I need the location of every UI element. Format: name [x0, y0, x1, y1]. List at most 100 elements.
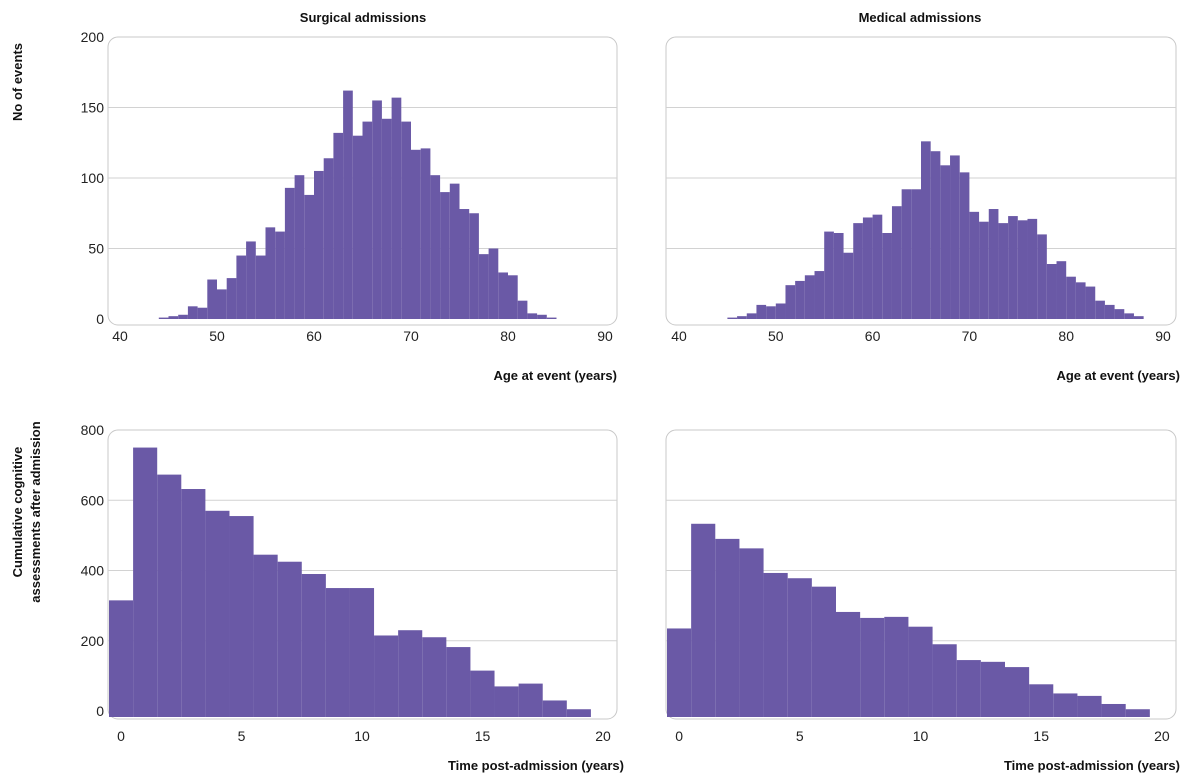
bar-surgical-age-6: [217, 289, 227, 319]
bar-surgical-age-2: [178, 314, 188, 319]
y-tick-label-50: 50: [88, 241, 104, 257]
y-ticks-surgical-time: 0 200 400 600 800: [81, 422, 105, 719]
y-tick-label-100: 100: [81, 170, 105, 186]
bar-medical-time-19: [1125, 709, 1150, 717]
bar-medical-age-12: [843, 252, 854, 319]
bar-surgical-age-39: [537, 314, 547, 319]
bar-medical-age-27: [988, 209, 999, 319]
x-tick-label-20: 20: [595, 728, 611, 744]
y-tick-label-150: 150: [81, 100, 105, 116]
bar-surgical-age-12: [275, 231, 285, 319]
x-tick-label-5: 5: [238, 728, 246, 744]
bar-medical-age-5: [775, 303, 786, 319]
bar-surgical-age-9: [246, 241, 256, 319]
bar-medical-age-2: [746, 313, 757, 319]
x-tick-label-50: 50: [209, 328, 225, 344]
x-tick-label-80: 80: [500, 328, 516, 344]
bar-surgical-age-3: [187, 306, 198, 319]
bar-medical-age-18: [901, 189, 912, 319]
x-ticks-medical-time: 0 5 10 15 20: [675, 728, 1170, 744]
bar-surgical-time-19: [566, 709, 591, 717]
bar-medical-age-22: [940, 165, 951, 319]
bar-medical-age-0: [727, 317, 738, 319]
bar-surgical-age-15: [304, 194, 314, 319]
bar-medical-age-29: [1008, 216, 1018, 319]
bar-medical-age-34: [1056, 261, 1067, 319]
row2-y-axis-label-line1: Cumulative cognitive: [10, 447, 25, 578]
bar-surgical-age-5: [207, 279, 217, 319]
bar-medical-time-8: [860, 617, 885, 717]
bar-medical-age-41: [1124, 313, 1134, 319]
x-tick-label-60: 60: [865, 328, 881, 344]
bar-surgical-age-11: [265, 227, 276, 319]
bar-medical-age-26: [979, 221, 989, 319]
bar-medical-age-31: [1027, 218, 1038, 319]
bar-medical-age-4: [766, 306, 776, 319]
bar-medical-time-16: [1053, 693, 1078, 717]
x-ticks-surgical-time: 0 5 10 15 20: [117, 728, 611, 744]
bar-surgical-age-33: [478, 254, 489, 319]
bar-surgical-time-6: [253, 554, 278, 717]
bar-medical-age-8: [804, 275, 815, 319]
bar-medical-age-6: [785, 285, 796, 319]
bars-surgical-time: [109, 447, 591, 717]
bar-medical-time-1: [691, 523, 716, 717]
bar-surgical-age-7: [226, 278, 237, 319]
bar-medical-age-21: [930, 151, 941, 319]
bar-medical-age-38: [1095, 300, 1105, 319]
x-tick-label-70: 70: [403, 328, 419, 344]
y-tick-label-400: 400: [81, 563, 105, 579]
bar-medical-age-42: [1133, 316, 1144, 319]
bars-medical-age: [727, 141, 1144, 319]
x-tick-label-90: 90: [1155, 328, 1171, 344]
bar-surgical-time-2: [157, 474, 182, 717]
bar-surgical-age-38: [527, 313, 538, 319]
bar-surgical-time-11: [374, 635, 399, 717]
bar-surgical-age-4: [197, 307, 208, 319]
bar-surgical-age-29: [440, 192, 450, 319]
bar-surgical-age-32: [469, 213, 479, 319]
bar-medical-age-28: [998, 223, 1009, 319]
bar-medical-age-13: [853, 223, 863, 319]
bar-surgical-time-1: [133, 447, 158, 717]
bar-surgical-time-5: [229, 516, 254, 717]
x-tick-label-5: 5: [796, 728, 804, 744]
bar-surgical-age-20: [352, 135, 363, 319]
x-tick-label-50: 50: [768, 328, 784, 344]
bar-surgical-time-4: [205, 510, 230, 717]
x-tick-label-70: 70: [962, 328, 978, 344]
bar-surgical-time-7: [277, 561, 302, 717]
x-tick-label-60: 60: [306, 328, 322, 344]
bar-medical-time-12: [956, 660, 981, 717]
bar-medical-age-14: [862, 217, 873, 319]
bar-surgical-age-25: [401, 121, 411, 319]
bar-surgical-time-10: [349, 588, 375, 717]
panel-title-medical: Medical admissions: [859, 10, 982, 25]
bar-medical-time-13: [980, 661, 1005, 717]
bar-surgical-age-14: [294, 175, 305, 319]
bar-surgical-age-40: [546, 317, 557, 319]
row1-y-axis-label: No of events: [10, 43, 25, 121]
bar-medical-age-37: [1085, 286, 1096, 319]
bar-surgical-time-9: [325, 588, 350, 717]
bar-surgical-time-14: [446, 647, 471, 717]
y-tick-label-0: 0: [96, 311, 104, 327]
bar-medical-time-15: [1029, 684, 1054, 717]
bar-medical-time-6: [811, 586, 836, 717]
bar-surgical-time-8: [301, 574, 326, 717]
bar-surgical-time-0: [109, 600, 134, 717]
bar-medical-age-9: [814, 271, 825, 319]
bar-surgical-time-13: [422, 637, 447, 717]
bar-medical-age-10: [824, 231, 834, 319]
bar-surgical-age-21: [362, 121, 373, 319]
bar-surgical-age-17: [323, 158, 334, 319]
bar-surgical-age-37: [517, 300, 528, 319]
bar-medical-time-18: [1101, 703, 1126, 717]
bar-medical-age-7: [795, 280, 805, 319]
x-tick-label-20: 20: [1154, 728, 1170, 744]
panel-medical-time: 0 5 10 15 20 Time post-admission (years): [665, 429, 1180, 773]
x-tick-label-0: 0: [675, 728, 683, 744]
bar-medical-age-3: [756, 304, 767, 319]
bar-medical-time-5: [787, 578, 812, 717]
bars-surgical-age: [158, 90, 557, 319]
